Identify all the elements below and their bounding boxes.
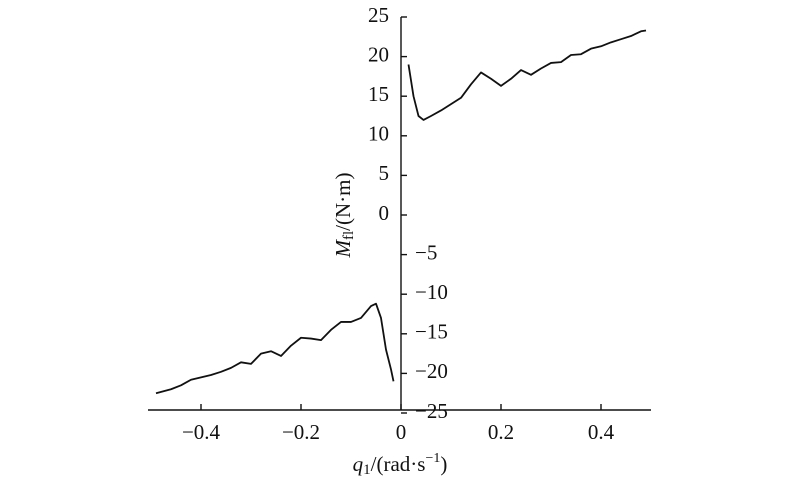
x-tick-label: 0	[396, 420, 407, 444]
y-label-symbol: M	[331, 239, 355, 259]
x-label-symbol: q	[353, 452, 364, 476]
y-tick-label: −25	[415, 399, 448, 423]
y-tick-label: −10	[415, 280, 448, 304]
data-line	[155, 29, 647, 395]
x-tick-label: 0.2	[488, 420, 514, 444]
y-tick-label: 15	[368, 82, 389, 106]
x-label-unit: /(rad·s	[371, 452, 426, 476]
y-label-subscript: fl	[341, 231, 357, 240]
x-tick-label: −0.4	[182, 420, 221, 444]
x-tick-label: 0.4	[588, 420, 615, 444]
y-tick-label: 5	[379, 161, 390, 185]
x-label-superscript: −1	[425, 451, 440, 466]
y-tick-label: 10	[368, 122, 389, 146]
y-label-unit: /(N·m)	[331, 173, 355, 231]
x-label-close: )	[440, 452, 447, 476]
y-tick-label: −20	[415, 359, 448, 383]
x-tick-label: −0.2	[282, 420, 320, 444]
y-tick-label: −15	[415, 320, 448, 344]
y-tick-label: 25	[368, 3, 389, 27]
y-tick-label: 20	[368, 42, 389, 66]
y-axis-label: Mfl/(N·m)	[331, 173, 358, 259]
x-axis-label: q1/(rad·s−1)	[353, 451, 448, 478]
y-tick-label: 0	[379, 201, 390, 225]
x-label-subscript: 1	[363, 462, 371, 478]
y-tick-label: −5	[415, 240, 437, 264]
